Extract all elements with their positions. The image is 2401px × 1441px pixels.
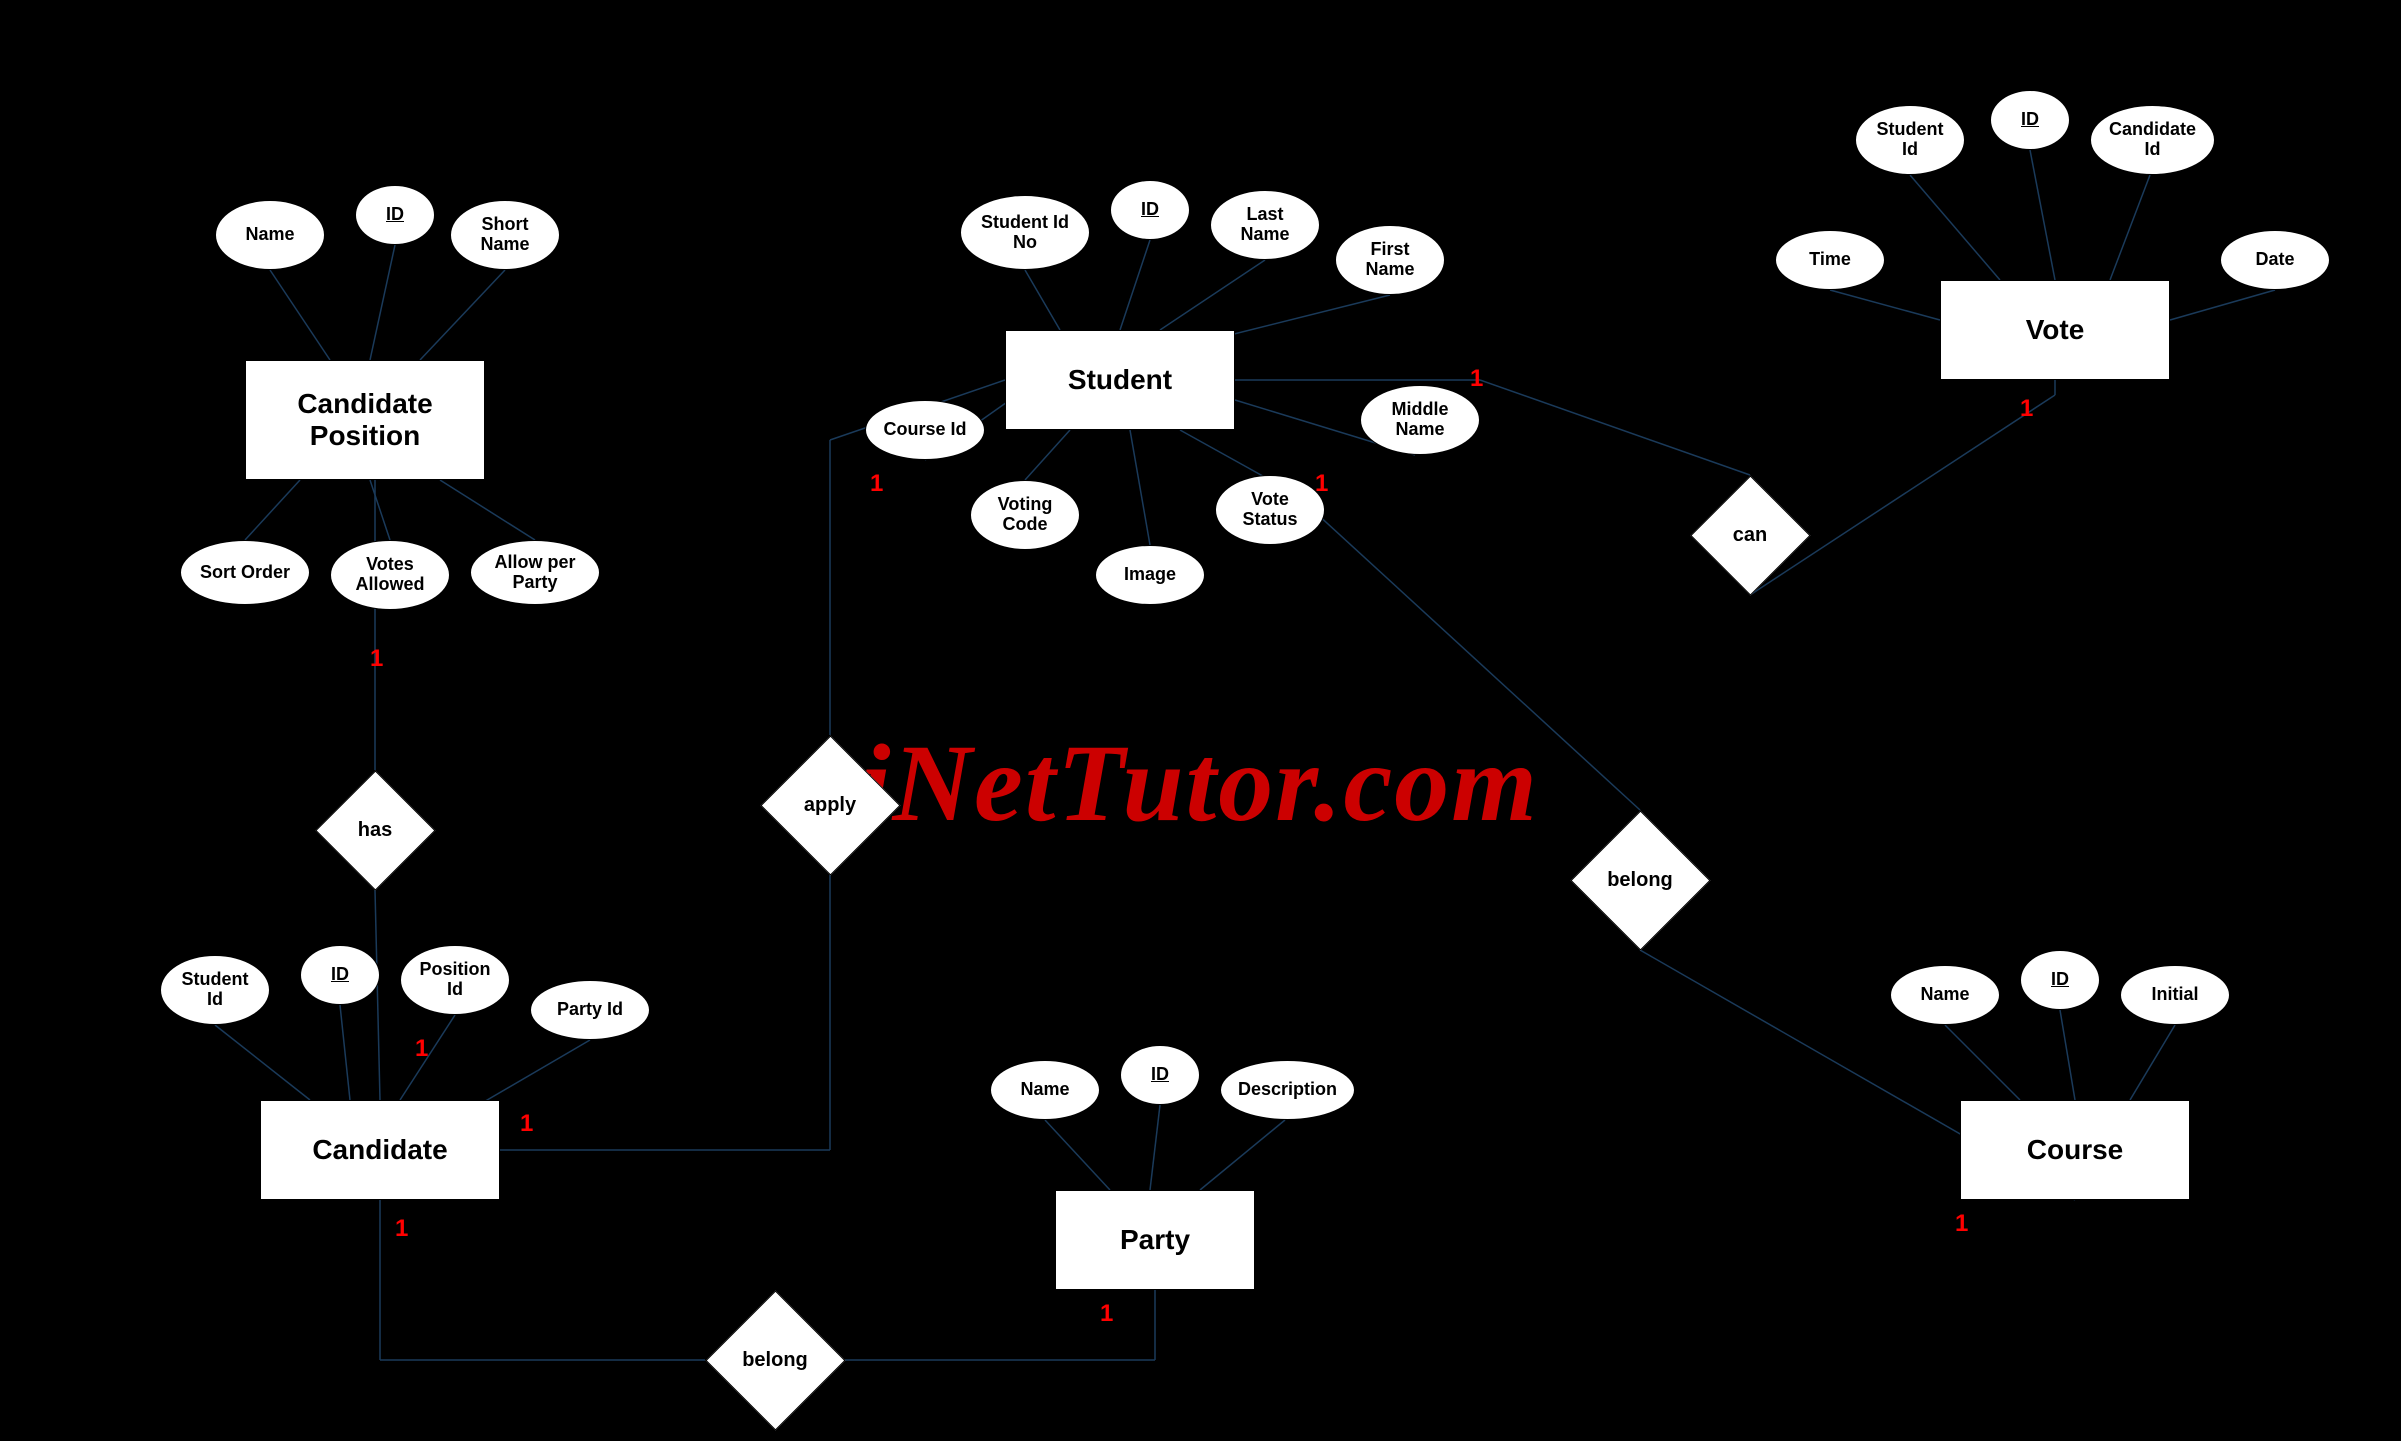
attr-student-student_id_no: Student IdNo: [960, 195, 1090, 270]
cardinality-9: 1: [1955, 1210, 1968, 1238]
entity-candidate: Candidate: [260, 1100, 500, 1200]
attr-candidate-student_id: StudentId: [160, 955, 270, 1025]
relationship-has: has: [315, 770, 435, 890]
cardinality-8: 1: [2020, 395, 2033, 423]
attr-course-initial: Initial: [2120, 965, 2230, 1025]
cardinality-5: 1: [870, 470, 883, 498]
attr-party-name: Name: [990, 1060, 1100, 1120]
attr-vote-student_id: StudentId: [1855, 105, 1965, 175]
attr-student-first_name: FirstName: [1335, 225, 1445, 295]
attr-student-middle_name: MiddleName: [1360, 385, 1480, 455]
cardinality-3: 1: [395, 1215, 408, 1243]
attr-candidate_position-short_name: ShortName: [450, 200, 560, 270]
attr-course-id: ID: [2020, 950, 2100, 1010]
attr-candidate-position_id: PositionId: [400, 945, 510, 1015]
cardinality-2: 1: [520, 1110, 533, 1138]
attr-candidate_position-sort_order: Sort Order: [180, 540, 310, 605]
attr-vote-date: Date: [2220, 230, 2330, 290]
relationship-can: can: [1690, 475, 1810, 595]
attr-student-vote_status: VoteStatus: [1215, 475, 1325, 545]
cardinality-4: 1: [1100, 1300, 1113, 1328]
attr-party-id: ID: [1120, 1045, 1200, 1105]
attr-candidate-id: ID: [300, 945, 380, 1005]
attr-vote-id: ID: [1990, 90, 2070, 150]
relationship-belong2: belong: [705, 1290, 845, 1430]
attr-student-image: Image: [1095, 545, 1205, 605]
attr-candidate-party_id: Party Id: [530, 980, 650, 1040]
relationship-apply: apply: [760, 735, 900, 875]
relationship-belong1: belong: [1570, 810, 1710, 950]
cardinality-6: 1: [1315, 470, 1328, 498]
attr-vote-candidate_id: CandidateId: [2090, 105, 2215, 175]
attr-candidate_position-allow_per_party: Allow perParty: [470, 540, 600, 605]
cardinality-7: 1: [1470, 365, 1483, 393]
attr-student-course_id: Course Id: [865, 400, 985, 460]
entity-vote: Vote: [1940, 280, 2170, 380]
watermark-text: iNetTutor.com: [860, 720, 1539, 847]
attr-candidate_position-id: ID: [355, 185, 435, 245]
entity-candidate_position: CandidatePosition: [245, 360, 485, 480]
attr-party-description: Description: [1220, 1060, 1355, 1120]
cardinality-1: 1: [415, 1035, 428, 1063]
attr-student-voting_code: VotingCode: [970, 480, 1080, 550]
entity-party: Party: [1055, 1190, 1255, 1290]
entity-course: Course: [1960, 1100, 2190, 1200]
attr-course-name: Name: [1890, 965, 2000, 1025]
attr-vote-time: Time: [1775, 230, 1885, 290]
cardinality-0: 1: [370, 645, 383, 673]
attr-candidate_position-votes_allowed: VotesAllowed: [330, 540, 450, 610]
attr-candidate_position-name: Name: [215, 200, 325, 270]
attr-student-id: ID: [1110, 180, 1190, 240]
entity-student: Student: [1005, 330, 1235, 430]
attr-student-last_name: LastName: [1210, 190, 1320, 260]
